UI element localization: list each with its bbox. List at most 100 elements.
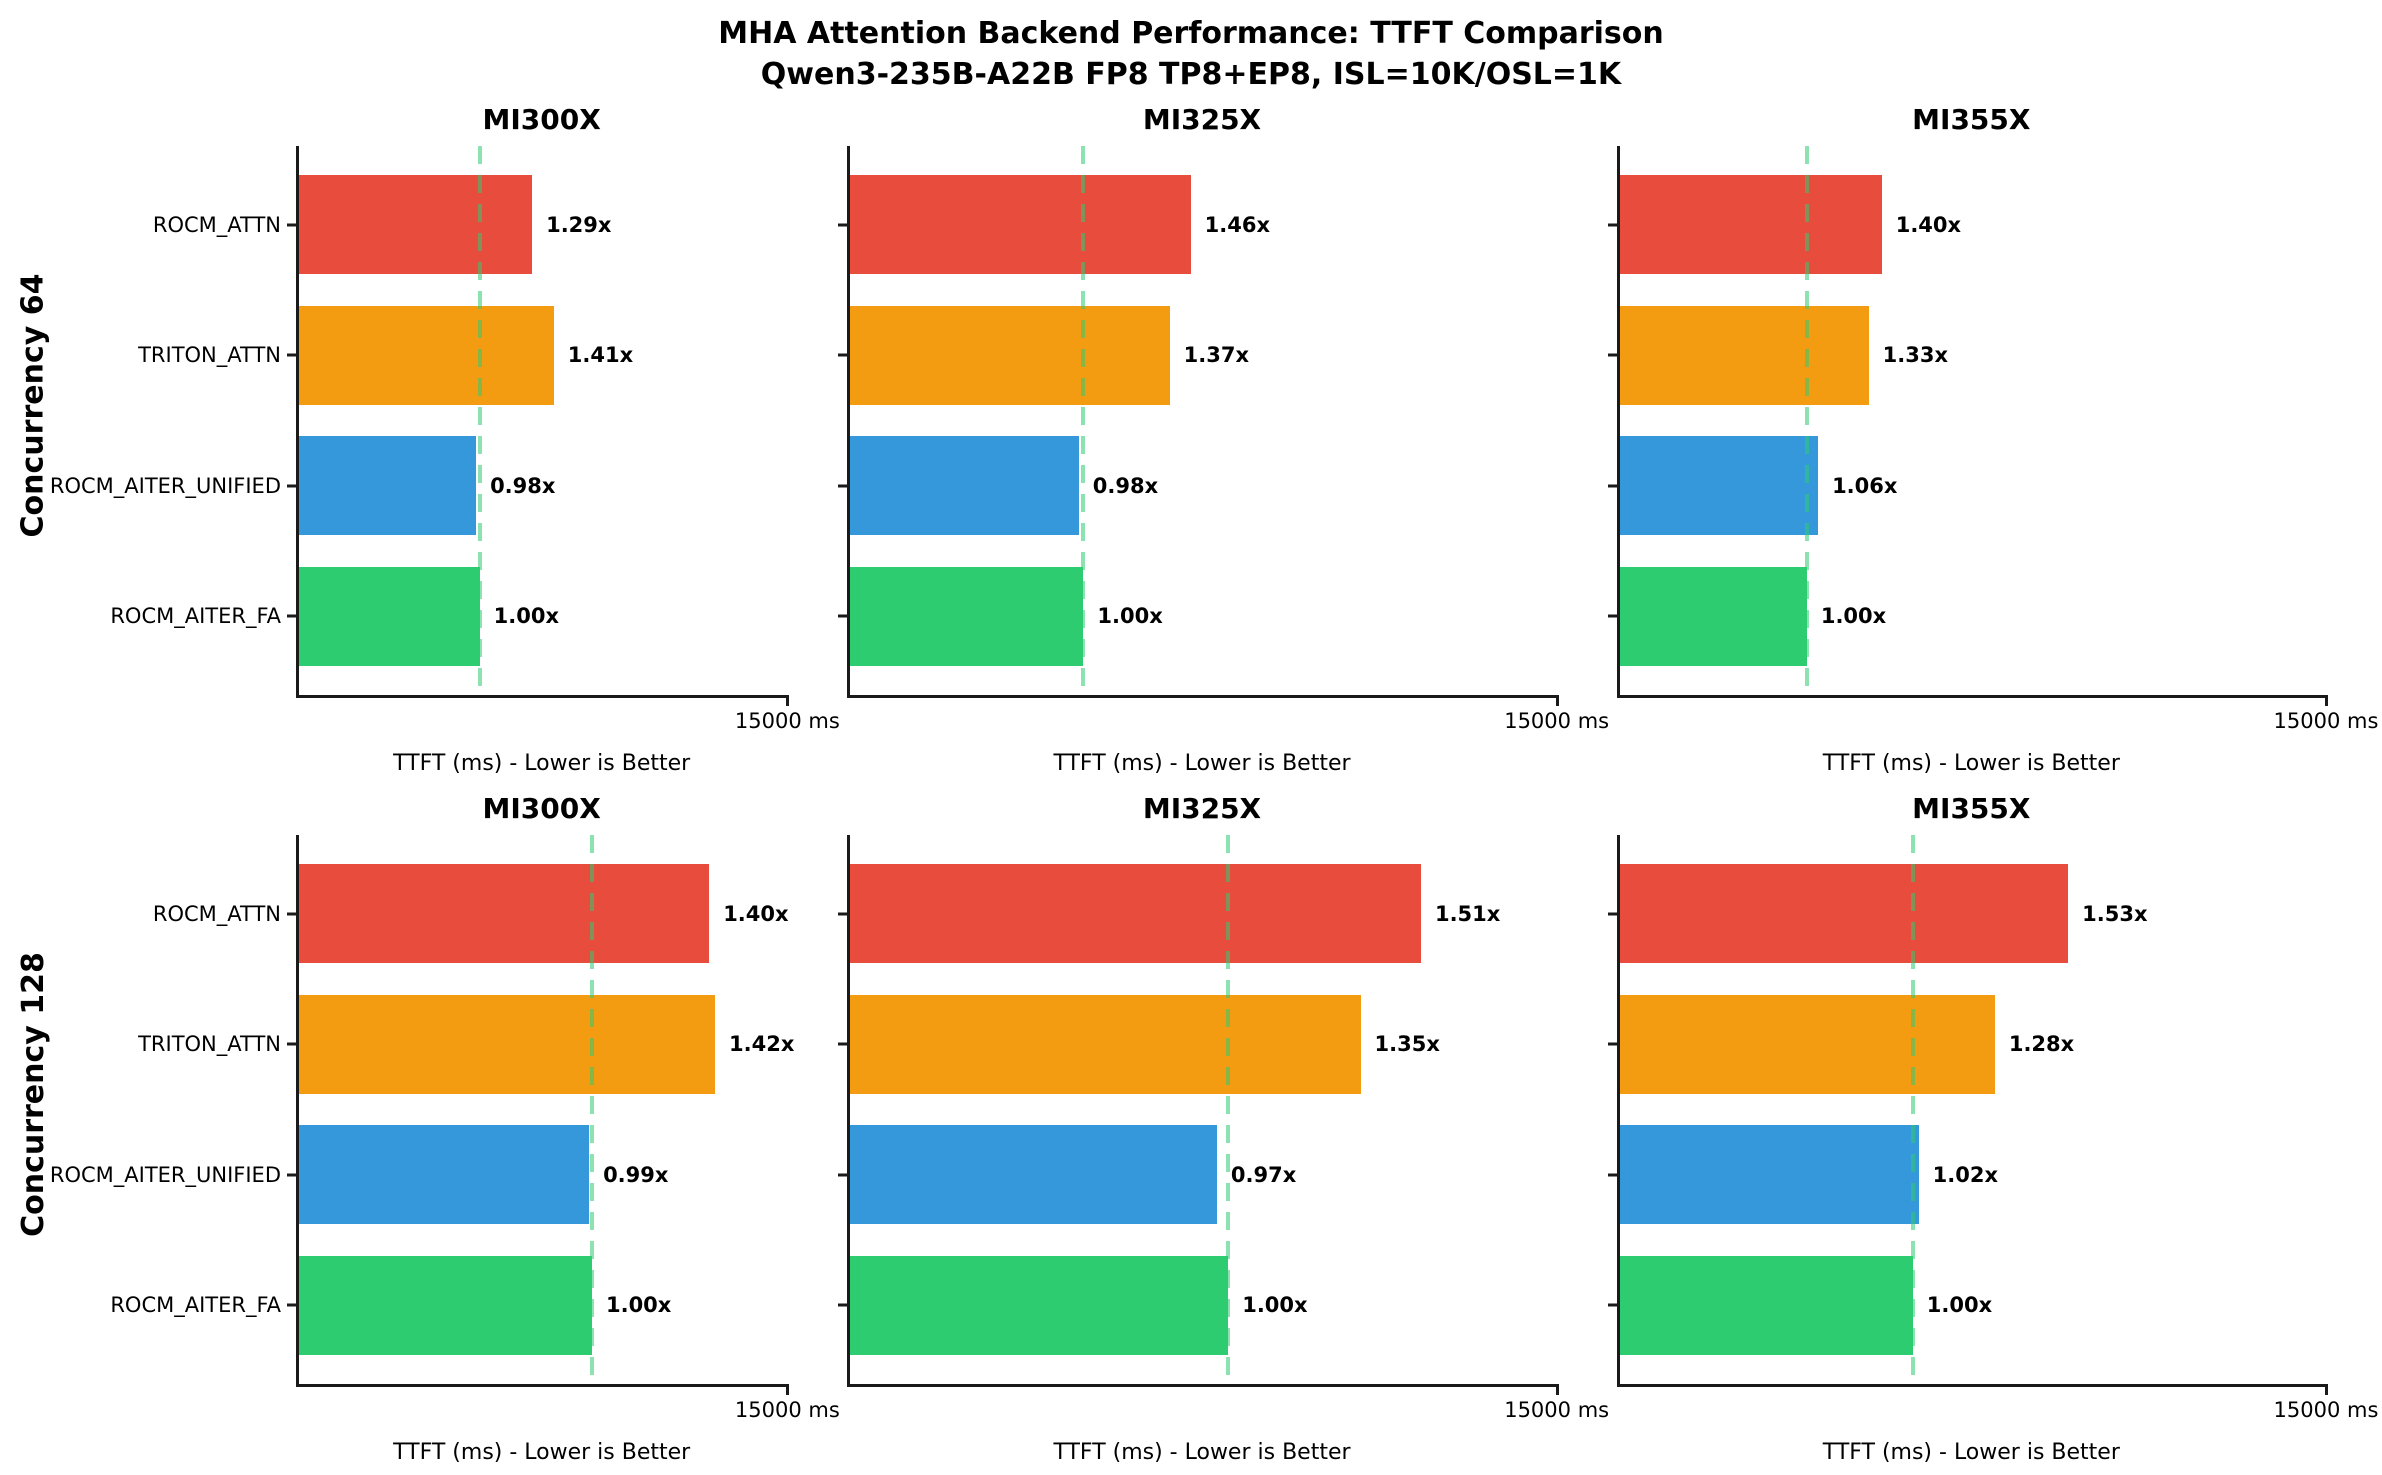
subplot-title: MI325X [1142,792,1262,825]
chart-row-2: Concurrency 128 MI300X ROCM_ATTN TRITON_ATT… [0,784,2382,1473]
y-tick-label-rocm_aiter_unified: ROCM_AITER_UNIFIED [49,1162,281,1187]
bar-rocm_attn [299,175,533,275]
x-axis-label: TTFT (ms) - Lower is Better [1822,1440,2120,1465]
bar-row: 1.41x [299,290,787,420]
bar-triton_attn [1619,305,1869,405]
y-axis-tick [287,1303,296,1307]
bar-row: 1.00x [850,1240,1556,1370]
baseline-reference-line [1226,835,1231,1384]
bar-rocm_attn [1619,864,2069,964]
y-axis-tick [838,912,848,916]
axes: 1.53x 1.28x 1.02x 1.00x 15000 ms [1607,835,2378,1422]
axes: 1.40x 1.33x 1.06x 1.00x 15000 ms [1607,146,2378,733]
x-axis-tick [786,695,790,706]
bar-value-label: 1.28x [2008,1032,2075,1057]
bar-value-label: 0.98x [490,473,556,498]
x-axis-label: TTFT (ms) - Lower is Better [1822,751,2120,776]
bar-rocm_aiter_fa [850,1255,1229,1355]
y-axis-tick [287,484,296,488]
bar-value-label: 1.40x [1895,212,1962,237]
y-axis-tick [1607,484,1617,488]
bar-value-label: 1.00x [1926,1293,1993,1318]
bar-row: 1.00x [1619,1240,2326,1370]
y-tick-label-rocm_attn: ROCM_ATTN [152,212,281,237]
bar-row: 1.28x [1619,979,2326,1109]
bar-row: 0.99x [299,1110,787,1240]
bar-value-label: 1.06x [1832,473,1898,498]
row-label: Concurrency 64 [15,273,51,538]
bar-row: 1.00x [1619,551,2326,681]
row-label: Concurrency 128 [15,952,51,1237]
bar-row: 1.37x [850,290,1556,420]
bar-value-label: 1.00x [1242,1293,1308,1318]
bar-row: 1.40x [299,849,789,979]
x-axis-label-row: TTFT (ms) - Lower is Better [296,1387,787,1473]
axes: 1.51x 1.35x 0.97x 1.00x 15000 ms [838,835,1609,1422]
x-axis-max-tick-label: 15000 ms [2273,1398,2379,1422]
bar-triton_attn [850,994,1361,1094]
subplot-title: MI325X [1142,103,1262,136]
subplot-concurrency-64-mi355x: MI355X 1.40x 1.33x 1.06x 1.00x 15000 ms TTFT (… [1605,95,2378,784]
bar-triton_attn [299,994,716,1094]
y-tick-label-rocm_aiter_fa: ROCM_AITER_FA [110,604,281,629]
bar-rocm_attn [1619,175,1882,275]
x-axis-max-tick-label: 15000 ms [1504,709,1610,733]
x-axis-tick [1555,1384,1559,1395]
y-tick-label-rocm_aiter_unified: ROCM_AITER_UNIFIED [49,473,281,498]
bar-row: 0.97x [850,1110,1556,1240]
figure-titles: MHA Attention Backend Performance: TTFT … [0,0,2382,95]
y-axis-tick [838,1303,848,1307]
bar-rocm_attn [299,864,710,964]
bar-value-label: 1.35x [1374,1032,1440,1057]
y-axis-tick [287,353,296,357]
bar-row: 1.29x [299,160,787,290]
chart-grid: Concurrency 64 MI300X ROCM_ATTN TRITON_ATTN… [0,95,2382,1475]
plot-area: 1.29x 1.41x 0.98x 1.00x [299,160,787,682]
bar-value-label: 1.02x [1932,1162,1998,1187]
bar-row: 1.42x [299,979,794,1109]
bar-row: 1.00x [299,551,787,681]
bar-value-label: 1.46x [1204,212,1270,237]
baseline-reference-line [1804,146,1809,695]
y-axis-tick [838,223,848,227]
subplot-concurrency-64-mi325x: MI325X 1.46x 1.37x 0.98x 1.00x 15000 ms TTFT (… [835,95,1609,784]
axes: ROCM_ATTN TRITON_ATTN ROCM_AITER_UNIFIED RO… [50,146,840,733]
x-axis-max-tick-label: 15000 ms [734,709,840,733]
bar-triton_attn [1619,994,1995,1094]
bar-rocm_aiter_unified [299,1125,590,1225]
x-axis-label-row: TTFT (ms) - Lower is Better [1617,698,2326,784]
y-axis-tick [287,912,296,916]
subplot-concurrency-128-mi300x: MI300X ROCM_ATTN TRITON_ATTN ROCM_AITER_UNI… [50,784,840,1473]
plot-area: 1.40x 1.33x 1.06x 1.00x [1619,160,2326,682]
bar-value-label: 0.97x [1230,1162,1297,1187]
x-axis-tick [786,1384,790,1395]
bar-row: 1.51x [850,849,1556,979]
y-axis-tick [1607,1042,1617,1046]
subplot-concurrency-128-mi325x: MI325X 1.51x 1.35x 0.97x 1.00x 15000 ms TTFT (… [835,784,1609,1473]
bar-rocm_aiter_unified [299,436,477,536]
bar-value-label: 0.99x [603,1162,669,1187]
y-axis-tick [838,1173,848,1177]
chart-row-1: Concurrency 64 MI300X ROCM_ATTN TRITON_ATTN… [0,95,2382,784]
y-tick-label-triton_attn: TRITON_ATTN [138,343,281,368]
bar-row: 1.35x [850,979,1556,1109]
y-tick-label-triton_attn: TRITON_ATTN [138,1032,281,1057]
subplot-body: 1.40x 1.33x 1.06x 1.00x 15000 ms [1605,146,2378,733]
bar-value-label: 1.41x [567,343,634,368]
x-axis-tick [2324,1384,2328,1395]
bar-rocm_aiter_fa [1619,1255,1913,1355]
subplot-body: 1.51x 1.35x 0.97x 1.00x 15000 ms [835,835,1609,1422]
subplot-title: MI355X [1912,103,2031,136]
x-axis-tick [2324,695,2328,706]
bar-rocm_aiter_unified [1619,436,1819,536]
subplot-title: MI300X [482,103,601,136]
axes: ROCM_ATTN TRITON_ATTN ROCM_AITER_UNIFIED RO… [50,835,840,1422]
bar-rocm_aiter_unified [850,1125,1217,1225]
bar-rocm_aiter_fa [299,1255,592,1355]
bar-value-label: 1.33x [1882,343,1948,368]
bar-row: 1.53x [1619,849,2326,979]
subplot-title: MI300X [482,792,601,825]
bar-row: 0.98x [299,421,787,551]
baseline-reference-line [589,835,594,1384]
axes: 1.46x 1.37x 0.98x 1.00x 15000 ms [838,146,1609,733]
